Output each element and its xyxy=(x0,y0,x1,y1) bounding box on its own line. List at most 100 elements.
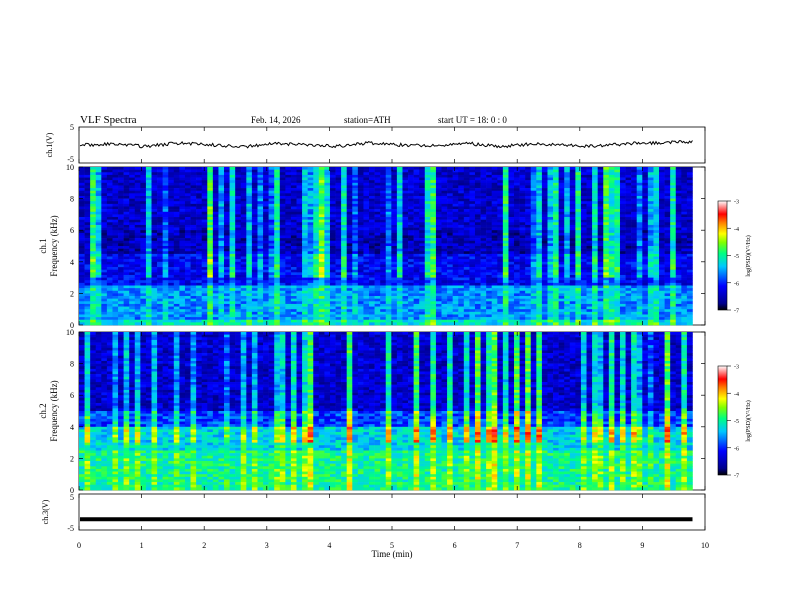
spectrogram-cell xyxy=(196,285,202,289)
spectrogram-cell xyxy=(597,195,604,199)
spectrogram-cell xyxy=(413,203,420,207)
spectrogram-cell xyxy=(196,201,202,205)
spectrogram-cell xyxy=(653,246,660,249)
spectrogram-cell xyxy=(402,206,409,210)
spectrogram-cell xyxy=(324,209,331,213)
spectrogram-cell xyxy=(201,232,208,236)
spectrogram-cell xyxy=(502,280,509,284)
spectrogram-cell xyxy=(229,282,236,286)
spectrogram-cell xyxy=(631,227,638,231)
spectrogram-cell xyxy=(608,238,615,242)
spectrogram-cell xyxy=(112,267,119,270)
spectrogram-cell xyxy=(525,211,532,215)
spectrogram-cell xyxy=(385,246,392,249)
spectrogram-cell xyxy=(106,264,113,268)
spectrogram-cell xyxy=(491,188,498,191)
spectrogram-cell xyxy=(369,259,375,263)
spectrogram-cell xyxy=(279,261,286,265)
spectrogram-cell xyxy=(106,203,113,207)
spectrogram-cell xyxy=(553,253,559,257)
spectrogram-cell xyxy=(441,203,448,207)
spectrogram-cell xyxy=(118,227,124,231)
spectrogram-cell xyxy=(642,167,649,170)
spectrogram-cell xyxy=(508,174,515,178)
spectrogram-cell xyxy=(441,193,448,197)
spectrogram-cell xyxy=(184,190,191,194)
spectrogram-cell xyxy=(647,243,654,247)
spectrogram-cell xyxy=(525,267,532,270)
spectrogram-cell xyxy=(642,248,649,252)
spectrogram-cell xyxy=(90,243,97,247)
spectrogram-cell xyxy=(302,222,308,226)
spectrogram-cell xyxy=(151,206,158,210)
spectrogram-cell xyxy=(608,277,615,281)
spectrogram-cell xyxy=(101,253,108,257)
spectrogram-cell xyxy=(357,224,364,228)
spectrogram-cell xyxy=(112,280,119,284)
spectrogram-cell xyxy=(575,256,582,260)
spectrogram-cell xyxy=(586,182,593,186)
spectrogram-cell xyxy=(318,248,325,252)
spectrogram-cell xyxy=(246,243,253,247)
spectrogram-cell xyxy=(586,224,593,228)
spectrogram-cell xyxy=(95,248,102,252)
spectrogram-cell xyxy=(619,182,626,186)
spectrogram-cell xyxy=(530,238,537,242)
spectrogram-cell xyxy=(123,280,130,284)
spectrogram-cell xyxy=(145,211,152,215)
spectrogram-cell xyxy=(162,253,169,257)
spectrogram-cell xyxy=(435,201,442,205)
spectrogram-cell xyxy=(424,224,431,228)
spectrogram-cell xyxy=(257,169,264,173)
spectrogram-cell xyxy=(486,256,493,260)
spectrogram-cell xyxy=(525,217,532,220)
spectrogram-cell xyxy=(564,261,571,265)
spectrogram-cell xyxy=(592,246,598,249)
spectrogram-cell xyxy=(385,267,392,270)
spectrogram-cell xyxy=(441,274,448,278)
spectrogram-cell xyxy=(145,274,152,278)
spectrogram-cell xyxy=(196,188,202,191)
spectrogram-cell xyxy=(374,174,381,178)
spectrogram-cell xyxy=(675,280,682,284)
spectrogram-cell xyxy=(207,243,214,247)
spectrogram-cell xyxy=(536,274,543,278)
spectrogram-cell xyxy=(458,253,465,257)
spectrogram-cell xyxy=(502,235,509,239)
spectrogram-cell xyxy=(519,203,526,207)
spectrogram-cell xyxy=(157,238,163,242)
spectrogram-cell xyxy=(374,209,381,213)
spectrogram-cell xyxy=(653,272,660,276)
spectrogram-cell xyxy=(497,167,504,170)
spectrogram-cell xyxy=(318,230,325,234)
spectrogram-cell xyxy=(435,198,442,202)
spectrogram-cell xyxy=(625,224,632,228)
spectrogram-cell xyxy=(408,253,414,257)
spectrogram-cell xyxy=(408,211,414,215)
spectrogram-cell xyxy=(491,195,498,199)
spectrogram-cell xyxy=(106,172,113,176)
spectrogram-cell xyxy=(190,248,197,252)
spectrogram-cell xyxy=(435,267,442,270)
spectrogram-cell xyxy=(430,235,437,239)
spectrogram-cell xyxy=(686,167,693,170)
spectrogram-cell xyxy=(558,259,565,263)
spectrogram-cell xyxy=(374,227,381,231)
spectrogram-cell xyxy=(458,248,465,252)
spectrogram-cell xyxy=(151,219,158,223)
spectrogram-cell xyxy=(636,211,643,215)
spectrogram-cell xyxy=(151,177,158,181)
spectrogram-cell xyxy=(240,211,247,215)
spectrogram-cell xyxy=(106,174,113,178)
spectrogram-cell xyxy=(659,169,665,173)
spectrogram-cell xyxy=(686,198,693,202)
spectrogram-cell xyxy=(290,206,297,210)
spectrogram-cell xyxy=(229,246,236,249)
spectrogram-cell xyxy=(302,206,308,210)
spectrogram-cell xyxy=(575,177,582,181)
spectrogram-cell xyxy=(257,261,264,265)
spectrogram-cell xyxy=(324,238,331,242)
spectrogram-cell xyxy=(140,274,147,278)
spectrogram-cell xyxy=(575,272,582,276)
spectrogram-cell xyxy=(151,230,158,234)
